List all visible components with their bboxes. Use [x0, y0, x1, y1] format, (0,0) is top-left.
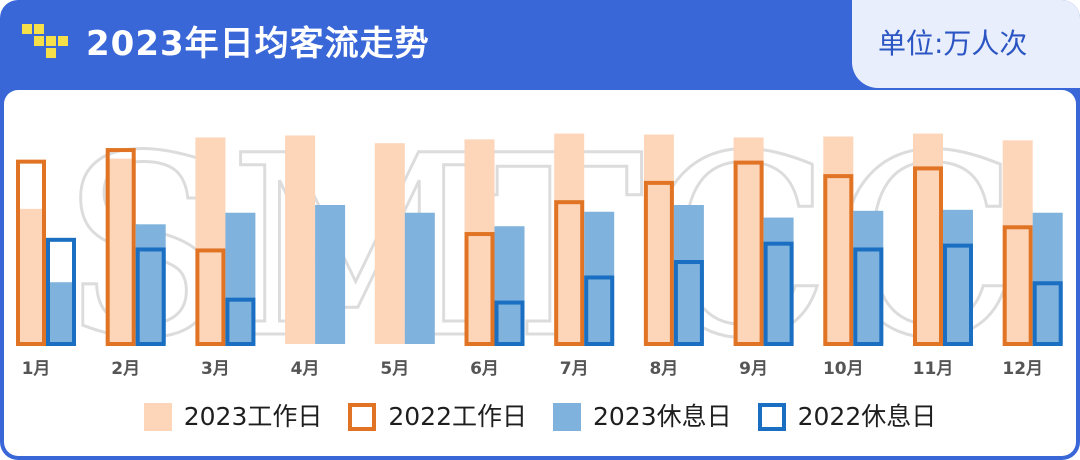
- bar-work-2022-11: [913, 166, 943, 347]
- logo-icon: [22, 24, 68, 58]
- bar-work-2022-7: [554, 200, 585, 347]
- bar-work-2023-5: [374, 143, 405, 344]
- bar-work-2023-2: [105, 158, 136, 344]
- x-tick-label: 12月: [1002, 359, 1043, 379]
- legend-label-work-2023: 2023工作日: [183, 402, 323, 431]
- bar-work-2022-2: [105, 148, 136, 347]
- bar-rest-2023-4: [315, 205, 346, 344]
- bar-work-2023-3: [195, 137, 226, 344]
- header-bar: 2023年日均客流走势 单位:万人次: [0, 0, 1080, 88]
- legend-label-work-2022: 2022工作日: [388, 402, 527, 431]
- bar-rest-2022-8: [673, 260, 704, 347]
- x-tick-label: 1月: [22, 359, 51, 379]
- unit-badge: 单位:万人次: [852, 0, 1080, 88]
- chart-panel: SMTCC 1月 2月 3月 4月 5月 6月 7月 8月 9月 10月 11月 12月: [4, 90, 1076, 456]
- bar-rest-2022-2: [135, 247, 166, 346]
- bar-work-2022-3: [195, 248, 226, 346]
- bar-rest-2023-10: [853, 210, 884, 344]
- bar-rest-2023-1: [46, 282, 76, 344]
- bar-rest-2022-11: [943, 243, 973, 346]
- x-tick-label: 11月: [913, 359, 954, 379]
- bar-rest-2022-1: [46, 237, 76, 346]
- x-tick-label: 10月: [823, 359, 864, 379]
- bar-work-2022-1: [16, 159, 46, 346]
- x-tick-label: 3月: [201, 359, 230, 379]
- legend-swatch-rest-2022: [757, 403, 786, 431]
- legend-swatch-work-2022: [348, 403, 377, 431]
- bar-rest-2023-3: [225, 212, 256, 344]
- bar-work-2022-10: [823, 174, 854, 347]
- bar-work-2023-9: [733, 137, 764, 344]
- legend-label-rest-2022: 2022休息日: [797, 402, 937, 431]
- bar-work-2022-12: [1002, 225, 1033, 346]
- legend-item-work-2023: 2023工作日: [143, 402, 323, 432]
- bar-rest-2022-10: [853, 247, 884, 346]
- legend: 2023工作日 2022工作日 2023休息日 2022休息日: [0, 392, 1080, 442]
- legend-swatch-rest-2023: [553, 403, 581, 431]
- bar-rest-2023-12: [1032, 212, 1063, 344]
- bar-work-2022-8: [643, 180, 674, 346]
- chart-title: 2023年日均客流走势: [86, 24, 430, 64]
- bar-rest-2023-9: [763, 217, 794, 344]
- bar-work-2023-4: [285, 135, 316, 344]
- x-tick-label: 7月: [560, 359, 589, 379]
- x-tick-label: 6月: [470, 359, 499, 379]
- x-tick-label: 2月: [111, 359, 140, 379]
- bar-rest-2022-12: [1032, 281, 1063, 346]
- legend-swatch-work-2023: [143, 403, 172, 431]
- legend-label-rest-2023: 2023休息日: [593, 402, 732, 431]
- bar-rest-2022-9: [763, 241, 794, 346]
- bar-work-2023-10: [823, 136, 854, 344]
- legend-item-rest-2023: 2023休息日: [553, 402, 732, 432]
- bar-rest-2023-2: [135, 224, 166, 344]
- x-tick-label: 4月: [291, 359, 320, 379]
- bar-rest-2022-6: [494, 300, 525, 346]
- bar-work-2023-6: [464, 139, 495, 344]
- bar-rest-2023-8: [673, 205, 704, 344]
- bar-work-2023-8: [643, 134, 674, 344]
- x-tick-label: 8月: [649, 359, 678, 379]
- legend-item-work-2022: 2022工作日: [348, 402, 527, 432]
- unit-label: 单位:万人次: [878, 27, 1028, 60]
- bar-work-2023-12: [1002, 140, 1033, 344]
- bar-work-2022-6: [464, 232, 495, 347]
- x-tick-label: 5月: [380, 359, 409, 379]
- x-tick-label: 9月: [739, 359, 768, 379]
- bar-work-2022-9: [733, 160, 764, 347]
- bar-rest-2023-11: [943, 209, 973, 344]
- bar-work-2023-7: [554, 133, 585, 344]
- bar-rest-2022-7: [584, 275, 615, 346]
- bar-rest-2022-3: [225, 297, 256, 347]
- bar-work-2023-11: [913, 133, 943, 344]
- bar-rest-2023-5: [404, 212, 435, 344]
- legend-item-rest-2022: 2022休息日: [757, 402, 937, 432]
- bar-rest-2023-6: [494, 226, 525, 344]
- bar-work-2023-1: [16, 208, 46, 344]
